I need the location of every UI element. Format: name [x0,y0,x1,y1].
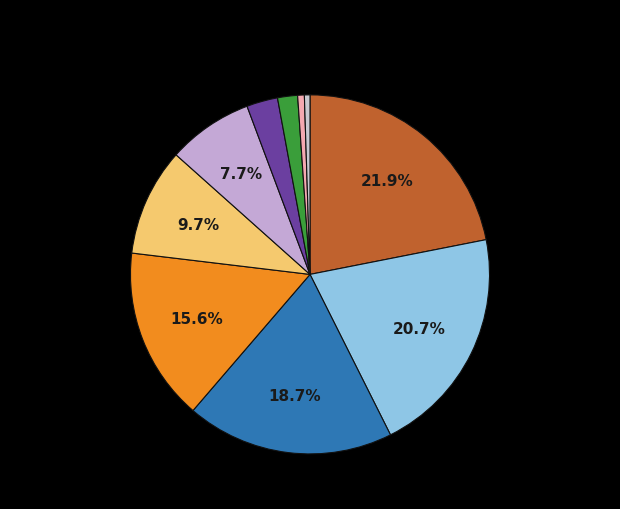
Wedge shape [310,96,486,275]
Text: 7.7%: 7.7% [220,167,262,182]
Text: 18.7%: 18.7% [268,388,321,403]
Wedge shape [278,96,310,275]
Wedge shape [132,156,310,275]
Text: 20.7%: 20.7% [393,321,446,336]
Wedge shape [310,240,490,435]
Wedge shape [193,275,391,454]
Wedge shape [247,99,310,275]
Wedge shape [304,96,310,275]
Text: 21.9%: 21.9% [361,173,414,188]
Text: 15.6%: 15.6% [170,312,223,326]
Wedge shape [298,96,310,275]
Wedge shape [176,107,310,275]
Wedge shape [130,253,310,411]
Text: 9.7%: 9.7% [178,217,220,232]
